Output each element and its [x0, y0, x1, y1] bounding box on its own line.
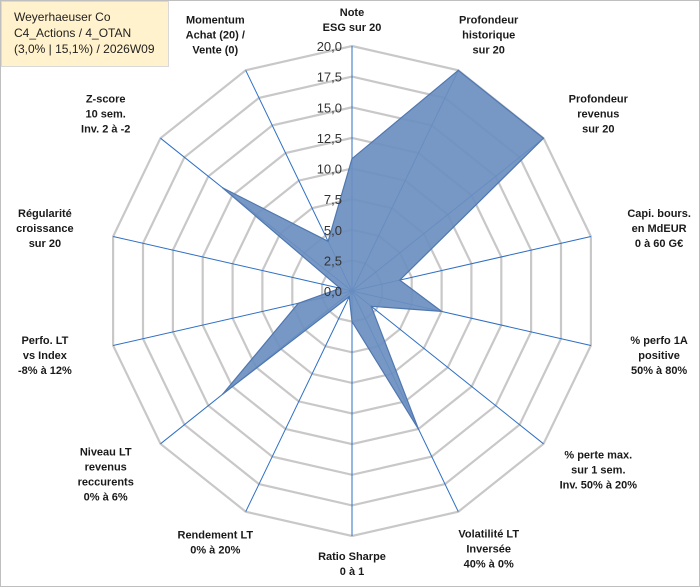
data-point-6: [417, 428, 419, 430]
axis-label-6: Volatilité LT Inversée 40% à 0%: [458, 529, 519, 571]
data-point-11: [339, 287, 341, 289]
axis-label-line: Vente (0): [192, 44, 238, 56]
data-point-8: [348, 295, 350, 298]
axis-label-line: historique: [462, 29, 515, 41]
axis-label-line: Volatilité LT: [458, 529, 519, 541]
title-line-category: C4_Actions / 4_OTAN: [14, 26, 132, 40]
tick-label-8: 20,0: [317, 39, 342, 54]
axis-label-line: Capi. bours.: [627, 208, 691, 220]
axis-label-line: Note: [340, 7, 364, 19]
axis-label-10: Perfo. LT vs Index -8% à 12%: [18, 335, 72, 377]
tick-label-5: 12,5: [317, 131, 342, 146]
axis-label-line: Ratio Sharpe: [318, 551, 386, 563]
data-point-5: [370, 305, 372, 307]
axis-label-3: Capi. bours. en MdEUR 0 à 60 G€: [627, 208, 691, 250]
spoke-8: [245, 290, 353, 512]
axis-label-line: Rendement LT: [178, 530, 254, 542]
data-point-0: [351, 158, 353, 160]
axis-label-line: sur 20: [29, 238, 61, 250]
data-point-9: [222, 393, 224, 395]
axis-label-line: ESG sur 20: [323, 22, 382, 34]
axis-label-line: Inv. 50% à 20%: [560, 480, 638, 492]
data-point-3: [399, 279, 401, 281]
axis-label-7: Ratio Sharpe 0 à 1: [318, 551, 386, 578]
tick-label-1: 2,5: [324, 253, 342, 268]
radar-series: [222, 69, 545, 430]
axis-label-line: Régularité: [18, 208, 72, 220]
axis-label-11: Régularité croissance sur 20: [16, 208, 73, 250]
axis-label-line: Momentum: [186, 14, 245, 26]
axis-label-line: Perfo. LT: [21, 335, 68, 347]
axis-label-line: en MdEUR: [632, 223, 687, 235]
axis-label-line: Inversée: [466, 544, 511, 556]
axis-label-line: 10 sem.: [86, 109, 126, 121]
axis-label-line: -8% à 12%: [18, 365, 72, 377]
title-line-company: Weyerhaeuser Co: [14, 10, 111, 24]
axis-label-line: Profondeur: [459, 14, 519, 26]
axis-label-5: % perte max. sur 1 sem. Inv. 50% à 20%: [560, 450, 638, 492]
chart-title-box: Weyerhaeuser Co C4_Actions / 4_OTAN (3,0…: [1, 1, 169, 67]
tick-label-7: 17,5: [317, 70, 342, 85]
tick-label-4: 10,0: [317, 162, 342, 177]
axis-label-line: % perfo 1A: [630, 335, 688, 347]
axis-label-line: sur 20: [582, 124, 614, 136]
tick-label-2: 5,0: [324, 223, 342, 238]
axis-label-line: % perte max.: [564, 450, 632, 462]
axis-label-0: Note ESG sur 20: [323, 7, 382, 34]
axis-label-line: Z-score: [86, 94, 126, 106]
axis-label-line: Achat (20) /: [186, 29, 245, 41]
axis-label-1: Profondeur historique sur 20: [459, 14, 519, 56]
axis-labels: Note ESG sur 20 Profondeur historique sur 20…: [16, 7, 691, 578]
axis-label-line: sur 1 sem.: [571, 465, 625, 477]
data-point-7: [351, 321, 353, 323]
axis-label-line: 0% à 6%: [84, 492, 128, 504]
title-line-period: (3,0% | 15,1%) / 2026W09: [14, 42, 155, 56]
axis-label-9: Niveau LT revenus reccurents 0% à 6%: [78, 447, 134, 504]
axis-label-line: 50% à 80%: [631, 365, 687, 377]
axis-label-line: revenus: [85, 462, 127, 474]
axis-label-line: 0% à 20%: [190, 545, 240, 557]
axis-label-line: positive: [638, 350, 680, 362]
tick-label-0: 0,0: [324, 284, 342, 299]
data-point-12: [222, 187, 224, 189]
axis-label-line: Niveau LT: [80, 447, 132, 459]
axis-label-line: Inv. 2 à -2: [81, 124, 130, 136]
axis-label-line: sur 20: [472, 44, 504, 56]
spoke-11: [112, 236, 353, 292]
radial-tick-labels: 0,0 2,5 5,0 7,5 10,0 12,5 15,0 17,5 20,0: [317, 39, 342, 299]
axis-label-line: revenus: [577, 109, 619, 121]
data-point-13: [327, 240, 329, 242]
tick-label-3: 7,5: [324, 192, 342, 207]
data-point-2: [542, 137, 545, 139]
axis-label-2: Profondeur revenus sur 20: [569, 94, 629, 136]
axis-label-4: % perfo 1A positive 50% à 80%: [630, 335, 688, 377]
axis-label-line: 0 à 60 G€: [635, 238, 683, 250]
axis-label-line: 0 à 1: [340, 566, 364, 578]
data-point-10: [297, 302, 299, 304]
axis-label-line: Profondeur: [569, 94, 629, 106]
axis-label-line: reccurents: [78, 477, 134, 489]
spoke-5: [351, 290, 544, 445]
data-point-4: [441, 310, 443, 312]
tick-label-6: 15,0: [317, 100, 342, 115]
axis-label-13: Momentum Achat (20) / Vente (0): [186, 14, 245, 56]
axis-label-12: Z-score 10 sem. Inv. 2 à -2: [81, 94, 130, 136]
axis-label-line: vs Index: [23, 350, 68, 362]
axis-label-line: croissance: [16, 223, 73, 235]
axis-label-line: 40% à 0%: [464, 559, 514, 571]
data-point-1: [457, 69, 459, 71]
axis-label-8: Rendement LT 0% à 20%: [178, 530, 254, 557]
